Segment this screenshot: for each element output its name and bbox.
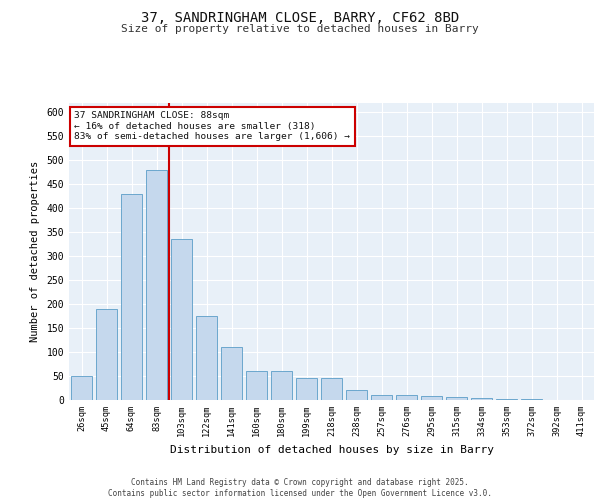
Bar <box>221 347 242 400</box>
Bar <box>496 398 517 400</box>
Y-axis label: Number of detached properties: Number of detached properties <box>29 160 40 342</box>
Bar <box>121 194 142 400</box>
Bar <box>421 396 442 400</box>
Bar <box>296 378 317 400</box>
Text: Contains HM Land Registry data © Crown copyright and database right 2025.
Contai: Contains HM Land Registry data © Crown c… <box>108 478 492 498</box>
Bar <box>146 170 167 400</box>
Bar <box>246 371 267 400</box>
Text: Size of property relative to detached houses in Barry: Size of property relative to detached ho… <box>121 24 479 34</box>
Bar <box>446 396 467 400</box>
Text: 37 SANDRINGHAM CLOSE: 88sqm
← 16% of detached houses are smaller (318)
83% of se: 37 SANDRINGHAM CLOSE: 88sqm ← 16% of det… <box>74 112 350 141</box>
Bar <box>71 376 92 400</box>
Bar <box>471 398 492 400</box>
Bar <box>321 378 342 400</box>
Bar <box>371 395 392 400</box>
Text: 37, SANDRINGHAM CLOSE, BARRY, CF62 8BD: 37, SANDRINGHAM CLOSE, BARRY, CF62 8BD <box>141 11 459 25</box>
Bar <box>171 240 192 400</box>
Bar <box>396 395 417 400</box>
Bar <box>271 371 292 400</box>
Bar <box>96 309 117 400</box>
X-axis label: Distribution of detached houses by size in Barry: Distribution of detached houses by size … <box>170 444 493 454</box>
Bar <box>521 399 542 400</box>
Bar <box>196 316 217 400</box>
Bar <box>346 390 367 400</box>
